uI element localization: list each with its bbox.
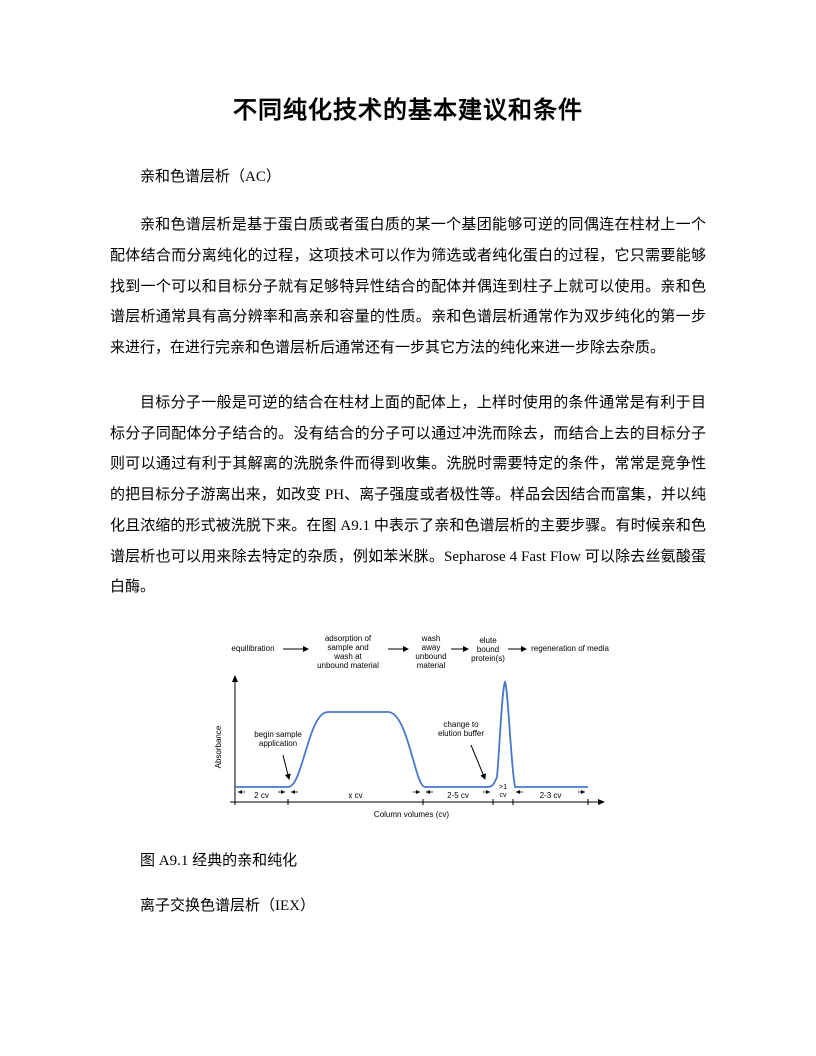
svg-text:begin sampleapplication: begin sampleapplication — [254, 730, 302, 748]
svg-text:regeneration of media: regeneration of media — [531, 644, 609, 653]
ac-heading: 亲和色谱层析（AC） — [110, 165, 706, 186]
svg-text:adsorption ofsample andwash at: adsorption ofsample andwash atunbound ma… — [317, 634, 379, 670]
ac-paragraph-1: 亲和色谱层析是基于蛋白质或者蛋白质的某一个基团能够可逆的同偶连在柱材上一个配体结… — [110, 210, 706, 364]
svg-text:>1cv: >1cv — [499, 784, 507, 799]
svg-text:2-5 cv: 2-5 cv — [447, 791, 469, 800]
figure-caption: 图 A9.1 经典的亲和纯化 — [110, 849, 706, 870]
svg-text:2-3 cv: 2-3 cv — [540, 791, 562, 800]
svg-text:x cv: x cv — [348, 791, 362, 800]
svg-text:change toelution buffer: change toelution buffer — [438, 720, 484, 738]
page-title: 不同纯化技术的基本建议和条件 — [110, 90, 706, 125]
figure-a9-1: Absorbance Column volumes (cv) 2 cv x cv 2-5… — [110, 627, 706, 827]
ac-paragraph-2: 目标分子一般是可逆的结合在柱材上面的配体上，上样时使用的条件通常是有利于目标分子… — [110, 388, 706, 603]
svg-text:2 cv: 2 cv — [254, 791, 269, 800]
svg-text:equilibration: equilibration — [231, 644, 274, 653]
svg-text:eluteboundprotein(s): eluteboundprotein(s) — [471, 636, 505, 663]
chromatography-chart: Absorbance Column volumes (cv) 2 cv x cv 2-5… — [193, 627, 623, 827]
svg-text:Absorbance: Absorbance — [214, 725, 223, 768]
svg-text:washawayunboundmaterial: washawayunboundmaterial — [415, 634, 446, 670]
iex-heading: 离子交换色谱层析（IEX） — [110, 894, 706, 915]
svg-text:Column volumes (cv): Column volumes (cv) — [374, 810, 449, 819]
